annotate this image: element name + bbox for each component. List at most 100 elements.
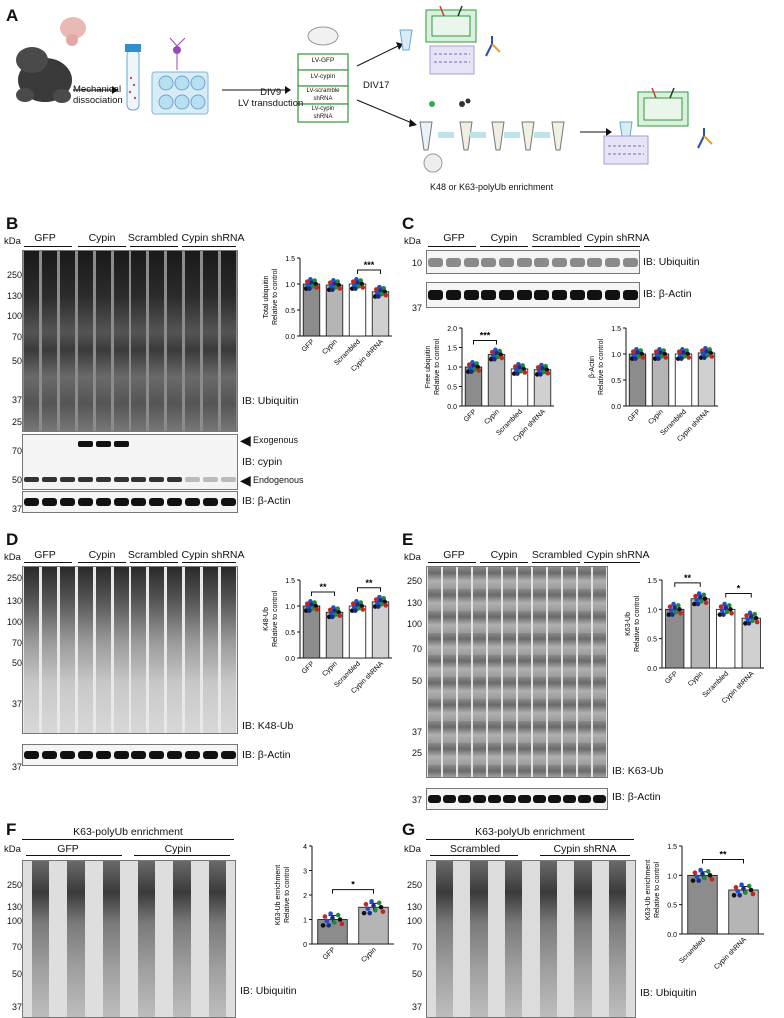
marker-b: 250	[6, 270, 22, 280]
data-point	[733, 885, 739, 890]
data-point	[700, 871, 705, 877]
blot-lane	[184, 567, 200, 733]
blot-lane	[42, 498, 58, 507]
data-point	[675, 603, 681, 608]
bar	[690, 598, 710, 669]
arrowhead-icon: ◀	[240, 472, 251, 488]
data-point	[470, 360, 475, 365]
data-point	[634, 347, 639, 352]
data-point	[701, 592, 707, 598]
data-point	[377, 594, 382, 600]
marker-c: 10	[411, 258, 422, 268]
data-point	[680, 347, 685, 352]
data-point	[721, 612, 726, 617]
blot-lane	[446, 257, 461, 267]
blot-lane	[95, 251, 111, 431]
data-point	[371, 903, 376, 909]
group-label-c-cypin: Cypin	[490, 232, 518, 244]
data-point	[474, 361, 479, 366]
group-label-g-scrambled: Scrambled	[449, 843, 501, 855]
significance-bracket	[357, 269, 381, 274]
data-point	[337, 917, 343, 922]
data-point	[322, 914, 328, 919]
data-point	[667, 604, 673, 609]
bar	[628, 353, 647, 407]
blot-lane	[184, 751, 200, 760]
data-point	[373, 907, 378, 913]
bar	[674, 353, 693, 407]
blot-lane	[552, 290, 567, 301]
data-point	[369, 899, 374, 904]
data-point	[330, 915, 335, 921]
kda-label-g: kDa	[404, 844, 421, 855]
blot-lane	[503, 567, 516, 777]
group-label-e-gfp: GFP	[443, 549, 465, 561]
data-point	[748, 887, 754, 893]
group-line	[480, 562, 528, 563]
data-point	[349, 286, 355, 291]
data-point	[704, 349, 709, 355]
blot-lane	[24, 435, 40, 489]
step-transduction: DIV9 LV transduction	[238, 87, 304, 109]
data-point	[312, 600, 317, 605]
construct-cypin-shrna: LV-cypin shRNA	[311, 106, 335, 120]
data-point	[521, 366, 527, 372]
data-point	[693, 593, 698, 599]
data-point	[335, 606, 340, 612]
data-point	[372, 294, 378, 299]
data-point	[333, 612, 338, 617]
y-tick-label: 1.5	[285, 256, 295, 263]
data-point	[699, 348, 705, 353]
header-f-enrichment: K63-polyUb enrichment	[73, 826, 183, 838]
y-axis-label: Free ubiquitin	[425, 346, 432, 389]
x-tick-label: Cypin	[321, 660, 339, 678]
blot-lane	[167, 435, 183, 489]
data-point	[375, 290, 380, 296]
blot-d-k48	[22, 566, 238, 734]
data-point	[695, 601, 701, 607]
y-tick-label: 0.5	[285, 308, 295, 315]
data-point	[677, 607, 682, 612]
blot-band	[77, 477, 93, 483]
data-point	[378, 288, 383, 293]
data-point	[698, 867, 703, 873]
blot-lane	[563, 567, 576, 777]
data-point	[378, 598, 383, 603]
data-point	[355, 602, 360, 608]
blot-lane	[516, 257, 532, 267]
ib-label-c-actin: IB: β-Actin	[643, 288, 692, 300]
group-label-f-cypin: Cypin	[164, 843, 192, 855]
data-point	[327, 280, 333, 285]
group-label-e-cypin: Cypin	[490, 549, 518, 561]
y-axis-label: Total ubiquitin	[263, 275, 270, 318]
significance-bracket	[473, 339, 497, 345]
kda-label-d: kDa	[4, 552, 21, 563]
blot-lane	[42, 251, 58, 431]
blot-lane	[463, 290, 479, 301]
data-point	[709, 354, 715, 359]
ib-label-g-ub: IB: Ubiquitin	[640, 987, 697, 999]
data-point	[707, 873, 713, 878]
blot-lane	[609, 861, 627, 1017]
marker-e: 70	[411, 644, 422, 654]
group-line	[428, 246, 476, 247]
blot-lane	[24, 751, 40, 760]
blot-band	[202, 477, 218, 483]
blot-lane	[428, 567, 441, 777]
blot-lane	[113, 435, 129, 489]
data-point	[377, 284, 382, 290]
marker-g: 70	[411, 942, 422, 952]
data-point	[329, 611, 334, 616]
data-point	[678, 352, 683, 358]
blot-lane	[587, 290, 603, 301]
data-point	[692, 601, 697, 607]
kda-label-b: kDa	[4, 236, 21, 247]
data-point	[540, 366, 545, 371]
data-point	[304, 601, 310, 606]
blot-lane	[24, 498, 40, 507]
significance-bracket	[332, 889, 374, 894]
ib-label-d-k48: IB: K48-Ub	[242, 720, 294, 732]
construct-gfp: LV-GFP	[311, 57, 335, 64]
data-point	[516, 361, 521, 367]
data-point	[337, 286, 343, 291]
